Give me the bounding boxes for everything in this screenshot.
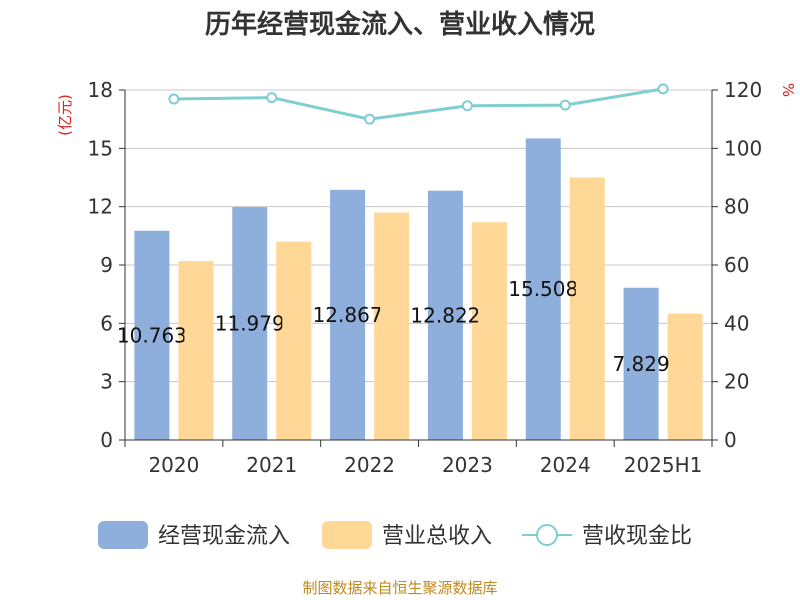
grid-lines [125, 89, 712, 441]
bar-total-revenue [471, 222, 507, 440]
bar-total-revenue [178, 261, 214, 440]
chart-title: 历年经营现金流入、营业收入情况 [205, 9, 595, 40]
bar-data-label: 10.763 [117, 323, 187, 347]
bar-data-label: 7.829 [612, 352, 669, 376]
source-note: 制图数据来自恒生聚源数据库 [302, 579, 497, 597]
x-tick-label: 2022 [344, 453, 395, 477]
y-right-tick-label: 60 [724, 253, 749, 277]
y-left-tick-label: 0 [100, 428, 113, 452]
legend-swatch-ratio-marker [536, 524, 558, 546]
bar-total-revenue [569, 177, 605, 440]
legend: 经营现金流入 营业总收入 营收现金比 [98, 521, 692, 549]
y-right-tick-label: 20 [724, 370, 749, 394]
x-tick-label: 2020 [148, 453, 199, 477]
y-left-tick-label: 15 [88, 136, 113, 160]
y-right-tick-label: 120 [724, 78, 762, 102]
ratio-point [364, 113, 376, 125]
bar-cash-inflow [427, 190, 463, 440]
legend-swatch-total-revenue [322, 521, 372, 549]
y-left-tick-label: 9 [100, 253, 113, 277]
bar-cash-inflow [623, 287, 659, 440]
bar-total-revenue [374, 212, 410, 440]
ratio-point [461, 100, 473, 112]
ratio-point [168, 93, 180, 105]
ratio-line [173, 87, 664, 121]
axes-group: 0 3 6 9 12 15 18 0 20 40 60 80 100 120 2020 2021 2022 202… [88, 78, 763, 477]
y-left-tick-label: 12 [88, 195, 113, 219]
bar-cash-inflow [330, 189, 366, 440]
y-right-tick-label: 80 [724, 195, 749, 219]
bar-data-label: 15.508 [508, 277, 578, 301]
bar-total-revenue [276, 241, 312, 440]
y-right-tick-label: 40 [724, 311, 749, 335]
y-left-tick-label: 6 [100, 311, 113, 335]
bar-data-label: 12.867 [313, 303, 383, 327]
bar-cash-inflow [232, 207, 268, 440]
ratio-point [657, 83, 669, 95]
y-left-unit-label: (亿元) [56, 94, 74, 136]
bar-cash-inflow [525, 138, 561, 440]
x-tick-label: 2025H1 [624, 453, 703, 477]
x-tick-label: 2024 [540, 453, 591, 477]
ratio-line-group [168, 83, 669, 125]
bar-data-label: 12.822 [410, 303, 480, 327]
legend-swatch-cash-inflow [98, 521, 148, 549]
bars-group [134, 138, 703, 440]
y-left-tick-label: 3 [100, 370, 113, 394]
x-tick-label: 2023 [442, 453, 493, 477]
bar-data-label: 11.979 [215, 312, 285, 336]
legend-label: 经营现金流入 [158, 524, 290, 549]
y-left-tick-label: 18 [88, 78, 113, 102]
data-labels-group: 10.763 11.979 12.867 12.822 15.508 7.829 [117, 277, 670, 376]
ratio-point [559, 99, 571, 111]
bar-total-revenue [667, 313, 703, 440]
legend-label: 营收现金比 [582, 524, 692, 549]
ratio-point [266, 92, 278, 104]
legend-label: 营业总收入 [382, 524, 492, 549]
y-right-tick-label: 100 [724, 136, 762, 160]
x-tick-label: 2021 [246, 453, 297, 477]
y-right-tick-label: 0 [724, 428, 737, 452]
bar-cash-inflow [134, 230, 170, 440]
y-right-unit-label: % [779, 83, 797, 97]
